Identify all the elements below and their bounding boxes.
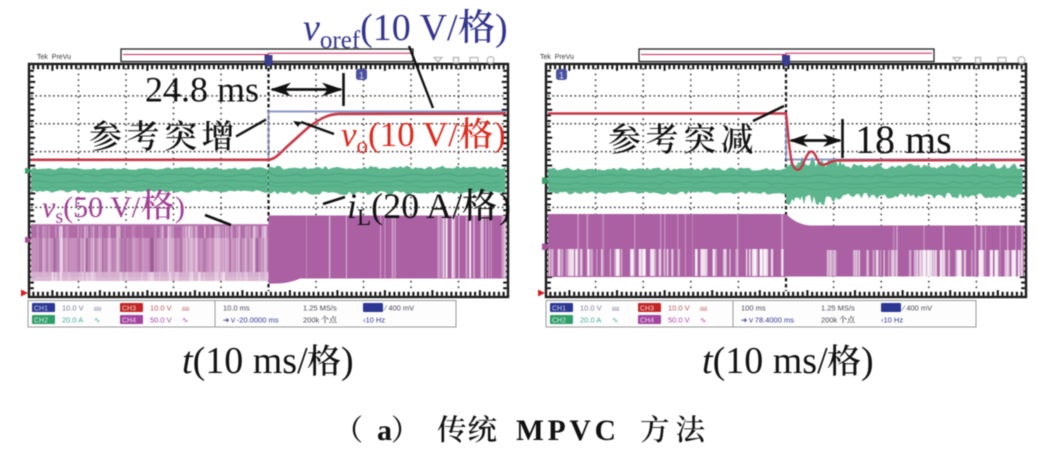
- svg-text:iL(20 A/: iL(20 A/: [347, 186, 462, 230]
- svg-text:1.25 MS/s: 1.25 MS/s: [821, 304, 855, 313]
- svg-text:Tek PreVu: Tek PreVu: [37, 54, 71, 61]
- svg-text:1: 1: [359, 71, 364, 81]
- svg-text:∕ 400 mV: ∕ 400 mV: [383, 304, 414, 313]
- svg-text:20.0 A: 20.0 A: [580, 316, 601, 325]
- svg-text:): ): [495, 7, 508, 49]
- svg-text:10.0 V: 10.0 V: [62, 304, 84, 313]
- svg-text:CH1: CH1: [552, 306, 566, 313]
- svg-text:vs(50 V/: vs(50 V/: [42, 191, 141, 228]
- svg-text:18 ms: 18 ms: [855, 117, 952, 162]
- svg-text:a: a: [377, 414, 392, 447]
- svg-text:Tek PreVu: Tek PreVu: [540, 54, 574, 61]
- svg-text:∿: ∿: [612, 316, 618, 325]
- svg-text:): ): [341, 340, 354, 382]
- svg-text:): ): [494, 115, 506, 154]
- svg-text:100 ms: 100 ms: [741, 304, 766, 313]
- svg-text:‹10 Hz: ‹10 Hz: [363, 316, 385, 325]
- svg-text:∿: ∿: [700, 316, 706, 325]
- svg-text:): ): [499, 186, 511, 226]
- svg-text:10.0 V: 10.0 V: [668, 304, 690, 313]
- svg-text:voref(10 V/: voref(10 V/: [303, 7, 458, 54]
- svg-text:⅏: ⅏: [93, 306, 102, 313]
- svg-text:⅏: ⅏: [699, 306, 708, 313]
- svg-text:vo(10 V/: vo(10 V/: [341, 115, 458, 158]
- svg-text:t(10 ms/: t(10 ms/: [182, 340, 308, 382]
- svg-text:⅏: ⅏: [181, 306, 190, 313]
- svg-text:200k: 200k: [821, 316, 838, 325]
- svg-text:CH2: CH2: [552, 318, 566, 325]
- svg-text:⅏: ⅏: [611, 306, 620, 313]
- svg-text:): ): [175, 191, 185, 224]
- svg-text:20.0 A: 20.0 A: [62, 316, 83, 325]
- svg-text:CH1: CH1: [34, 306, 48, 313]
- svg-text:t(10 ms/: t(10 ms/: [702, 340, 828, 382]
- svg-text:∕ 400 mV: ∕ 400 mV: [901, 304, 932, 313]
- svg-text:24.8 ms: 24.8 ms: [145, 70, 259, 110]
- svg-text:CH4: CH4: [640, 318, 654, 325]
- svg-text:CH4: CH4: [122, 318, 136, 325]
- svg-text:): ): [861, 340, 874, 382]
- svg-text:➔ｖ78.4000 ms: ➔ｖ78.4000 ms: [741, 316, 794, 325]
- svg-text:10.0 V: 10.0 V: [580, 304, 602, 313]
- svg-text:50.0 V: 50.0 V: [150, 316, 172, 325]
- svg-text:∿: ∿: [182, 316, 188, 325]
- svg-text:‹10 Hz: ‹10 Hz: [881, 316, 903, 325]
- svg-text:1.25 MS/s: 1.25 MS/s: [303, 304, 337, 313]
- svg-text:➔ｖ-20.0000 ms: ➔ｖ-20.0000 ms: [223, 316, 279, 325]
- svg-text:200k: 200k: [303, 316, 320, 325]
- svg-text:MPVC: MPVC: [516, 415, 620, 447]
- svg-text:50.0 V: 50.0 V: [668, 316, 690, 325]
- svg-text:10.0 V: 10.0 V: [150, 304, 172, 313]
- svg-text:1: 1: [559, 71, 564, 81]
- svg-text:CH3: CH3: [640, 306, 654, 313]
- svg-text:CH3: CH3: [122, 306, 136, 313]
- svg-text:CH2: CH2: [34, 318, 48, 325]
- svg-text:10.0 ms: 10.0 ms: [223, 304, 250, 313]
- svg-text:∿: ∿: [94, 316, 100, 325]
